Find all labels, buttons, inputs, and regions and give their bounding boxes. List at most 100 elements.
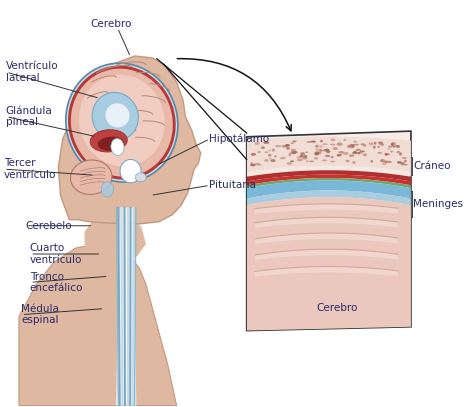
Ellipse shape	[387, 161, 392, 163]
Ellipse shape	[305, 151, 308, 153]
Ellipse shape	[356, 149, 361, 151]
Ellipse shape	[404, 164, 408, 166]
Ellipse shape	[292, 151, 298, 153]
Ellipse shape	[90, 130, 127, 152]
Ellipse shape	[394, 145, 398, 147]
Ellipse shape	[269, 158, 272, 160]
Ellipse shape	[378, 142, 383, 144]
Text: Cerebro: Cerebro	[90, 19, 132, 28]
Ellipse shape	[386, 153, 390, 155]
Polygon shape	[247, 131, 411, 330]
Ellipse shape	[391, 142, 396, 145]
Ellipse shape	[70, 160, 112, 195]
Ellipse shape	[316, 151, 321, 154]
Ellipse shape	[265, 151, 268, 153]
Ellipse shape	[285, 144, 290, 147]
Ellipse shape	[385, 153, 387, 156]
Ellipse shape	[393, 145, 395, 148]
Ellipse shape	[373, 146, 376, 149]
Ellipse shape	[325, 149, 329, 151]
Ellipse shape	[352, 151, 357, 154]
Text: Cerebelo: Cerebelo	[25, 221, 72, 231]
Ellipse shape	[374, 142, 377, 144]
Ellipse shape	[352, 161, 356, 164]
Ellipse shape	[380, 159, 385, 162]
Ellipse shape	[343, 152, 348, 155]
Ellipse shape	[79, 74, 165, 166]
Ellipse shape	[271, 159, 276, 162]
Polygon shape	[19, 244, 177, 406]
Ellipse shape	[281, 145, 287, 148]
Ellipse shape	[396, 151, 400, 153]
Ellipse shape	[387, 148, 390, 150]
Ellipse shape	[378, 142, 382, 145]
Ellipse shape	[268, 149, 271, 151]
Ellipse shape	[300, 153, 305, 155]
Text: Cráneo: Cráneo	[413, 161, 451, 171]
Ellipse shape	[347, 145, 350, 148]
Ellipse shape	[314, 151, 319, 154]
Ellipse shape	[404, 160, 407, 162]
Ellipse shape	[101, 182, 113, 197]
Ellipse shape	[399, 152, 402, 155]
Ellipse shape	[337, 154, 342, 155]
Ellipse shape	[292, 151, 296, 154]
Ellipse shape	[250, 164, 256, 166]
Ellipse shape	[401, 162, 405, 165]
Ellipse shape	[384, 161, 388, 163]
Ellipse shape	[265, 159, 269, 162]
Ellipse shape	[390, 151, 393, 153]
Ellipse shape	[310, 141, 316, 142]
Ellipse shape	[255, 163, 260, 165]
Ellipse shape	[330, 161, 335, 162]
Ellipse shape	[337, 154, 341, 157]
Ellipse shape	[378, 152, 382, 154]
Ellipse shape	[135, 173, 146, 182]
Ellipse shape	[396, 145, 400, 148]
Ellipse shape	[326, 150, 330, 153]
Ellipse shape	[353, 144, 359, 145]
Text: Cerebro: Cerebro	[317, 303, 358, 313]
Ellipse shape	[256, 164, 262, 166]
Ellipse shape	[360, 151, 365, 152]
Ellipse shape	[369, 142, 373, 145]
Ellipse shape	[392, 142, 394, 144]
Ellipse shape	[111, 138, 124, 155]
Ellipse shape	[275, 145, 281, 147]
Text: Hipotálamo: Hipotálamo	[210, 133, 270, 144]
Ellipse shape	[322, 160, 327, 162]
Ellipse shape	[120, 160, 141, 183]
Ellipse shape	[325, 155, 331, 157]
Ellipse shape	[330, 144, 335, 145]
Ellipse shape	[106, 103, 129, 127]
Ellipse shape	[397, 161, 402, 164]
Ellipse shape	[319, 149, 323, 152]
Text: Glándula
pineal: Glándula pineal	[6, 106, 53, 127]
Ellipse shape	[272, 149, 275, 151]
Ellipse shape	[388, 146, 393, 148]
Ellipse shape	[314, 153, 319, 155]
Ellipse shape	[349, 154, 354, 157]
Ellipse shape	[290, 160, 294, 162]
Ellipse shape	[92, 92, 138, 141]
Ellipse shape	[302, 157, 308, 160]
Ellipse shape	[300, 155, 303, 157]
Ellipse shape	[382, 162, 386, 165]
Ellipse shape	[359, 151, 363, 154]
Ellipse shape	[257, 151, 261, 153]
Ellipse shape	[274, 155, 277, 157]
Ellipse shape	[251, 153, 256, 156]
Ellipse shape	[307, 141, 312, 143]
Ellipse shape	[303, 155, 307, 158]
Ellipse shape	[291, 149, 296, 151]
Ellipse shape	[71, 69, 173, 177]
Ellipse shape	[296, 157, 301, 158]
Ellipse shape	[301, 152, 305, 155]
Text: Cuarto
ventrículo: Cuarto ventrículo	[30, 243, 82, 265]
Ellipse shape	[261, 146, 265, 149]
Ellipse shape	[343, 139, 347, 141]
Ellipse shape	[337, 142, 343, 146]
Text: Tronco
encefálico: Tronco encefálico	[30, 271, 83, 293]
Polygon shape	[58, 56, 201, 224]
Ellipse shape	[68, 66, 176, 180]
